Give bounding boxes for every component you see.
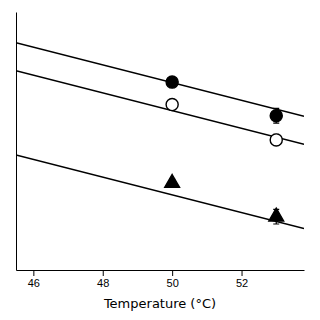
regression-line — [16, 71, 304, 145]
point — [270, 110, 282, 122]
y-axis-line — [16, 13, 17, 271]
point — [166, 98, 178, 110]
chart: 46 48 50 52 Temperature (°C) — [0, 0, 320, 320]
x-tick-mark — [33, 270, 34, 276]
x-tick-label: 50 — [167, 277, 179, 289]
point — [269, 208, 284, 221]
x-tick: 52 — [236, 270, 248, 289]
regression-line — [16, 43, 304, 117]
x-tick: 46 — [28, 270, 40, 289]
x-axis-line — [17, 270, 305, 271]
regression-line — [16, 155, 304, 229]
point — [270, 134, 282, 146]
y-axis — [16, 13, 17, 271]
x-tick-label: 46 — [28, 277, 40, 289]
marks — [16, 43, 304, 229]
x-tick-mark — [172, 270, 173, 276]
x-axis-title: Temperature (°C) — [103, 296, 216, 311]
x-tick-mark — [242, 270, 243, 276]
plot: 46 48 50 52 — [16, 13, 305, 289]
x-tick-mark — [103, 270, 104, 276]
x-axis: 46 48 50 52 — [17, 270, 305, 289]
point — [166, 76, 178, 88]
x-tick: 48 — [97, 270, 109, 289]
point — [165, 175, 180, 188]
x-tick-label: 52 — [236, 277, 248, 289]
x-tick-label: 48 — [97, 277, 109, 289]
x-tick: 50 — [167, 270, 179, 289]
